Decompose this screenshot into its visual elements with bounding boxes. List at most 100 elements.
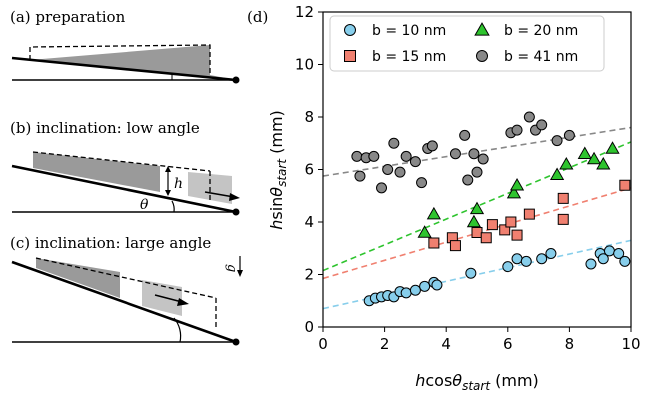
- panel-a-substrate: [11, 56, 237, 82]
- y-tick-label: 2: [304, 266, 314, 284]
- data-point: [619, 255, 631, 267]
- data-point: [605, 141, 620, 154]
- legend-marker: [344, 24, 356, 36]
- panel-c-label: (c) inclination: large angle: [10, 234, 211, 252]
- legend-label: b = 15 nm: [372, 49, 446, 65]
- panel-d-label: (d): [247, 8, 268, 26]
- data-point: [471, 227, 483, 238]
- data-point: [459, 129, 471, 141]
- legend-item: b = 15 nm: [344, 49, 446, 65]
- series-2: [428, 179, 631, 252]
- legend-item: b = 10 nm: [344, 23, 446, 39]
- data-point: [466, 214, 482, 228]
- legend-label: b = 20 nm: [504, 23, 578, 39]
- data-point: [351, 150, 363, 162]
- panel-c: (c) inclination: large angle g: [10, 234, 243, 346]
- series-3: [417, 141, 620, 238]
- data-point: [486, 219, 498, 231]
- panel-a-label: (a) preparation: [10, 8, 126, 26]
- panel-c-pivot: [232, 338, 240, 346]
- data-point: [417, 225, 432, 238]
- gravity-label: g: [224, 264, 239, 272]
- legend-label: b = 10 nm: [372, 23, 446, 39]
- data-point: [613, 248, 625, 259]
- data-point: [586, 151, 602, 165]
- panel-b-dark-film: [33, 152, 160, 192]
- y-axis-label: hsinθstart (mm): [267, 110, 289, 230]
- panel-c-substrate: [11, 260, 237, 344]
- data-points: [351, 111, 631, 307]
- data-point: [551, 135, 563, 147]
- data-point: [428, 237, 440, 249]
- x-tick-label: 10: [621, 335, 640, 353]
- legend-item: b = 20 nm: [474, 22, 578, 39]
- data-point: [409, 284, 421, 296]
- legend-label: b = 41 nm: [504, 49, 578, 65]
- panel-b: (b) inclination: low angle h θ: [10, 119, 240, 216]
- legend: b = 10 nm b = 20 nm b = 15 nm b = 41 nm: [329, 15, 605, 72]
- x-tick-label: 6: [503, 335, 513, 353]
- data-point: [585, 258, 597, 270]
- data-point: [354, 170, 366, 182]
- gravity-arrow-head: [237, 270, 243, 277]
- panel-d: (d) 0 2 4 6 8 10 0 2 4 6 8 10 12 hcosθstart (mm) hsi…: [247, 3, 641, 393]
- data-point: [426, 140, 438, 152]
- data-point: [577, 146, 592, 159]
- data-point: [511, 124, 523, 136]
- data-point: [603, 245, 615, 257]
- data-point: [511, 229, 523, 241]
- data-point: [536, 119, 548, 131]
- data-point: [499, 224, 511, 236]
- data-point: [506, 185, 522, 199]
- data-point: [536, 253, 548, 265]
- panel-b-substrate: [11, 164, 237, 214]
- data-point: [449, 148, 461, 160]
- legend-items: b = 10 nm b = 20 nm b = 15 nm b = 41 nm: [344, 22, 578, 65]
- x-tick-label: 8: [565, 335, 575, 353]
- data-point: [469, 201, 485, 215]
- data-point: [523, 208, 535, 220]
- data-point: [465, 267, 477, 279]
- panel-b-motion-arrow: [204, 191, 235, 198]
- panel-a: (a) preparation: [10, 8, 240, 84]
- legend-marker: [344, 50, 356, 62]
- data-point: [597, 253, 609, 265]
- y-tick-label: 4: [304, 213, 314, 231]
- panel-c-dark-film: [36, 258, 120, 298]
- axis-ticks: 0 2 4 6 8 10 0 2 4 6 8 10 12: [295, 3, 641, 353]
- data-point: [549, 167, 565, 180]
- data-point: [619, 179, 631, 191]
- x-tick-label: 2: [380, 335, 390, 353]
- data-point: [557, 213, 569, 225]
- plot-frame: [322, 11, 632, 328]
- data-point: [416, 177, 428, 189]
- data-point: [409, 156, 421, 168]
- x-tick-label: 0: [318, 335, 328, 353]
- panel-c-motion-arrow: [154, 294, 183, 303]
- x-tick-label: 4: [441, 335, 451, 353]
- data-point: [388, 137, 400, 149]
- data-point: [563, 129, 575, 141]
- data-point: [382, 164, 394, 175]
- data-point: [426, 206, 441, 220]
- data-point: [400, 150, 412, 162]
- data-point: [511, 253, 523, 265]
- data-point: [596, 156, 611, 170]
- data-point: [419, 280, 431, 292]
- data-point: [477, 153, 489, 165]
- data-point: [505, 216, 517, 228]
- y-tick-label: 12: [295, 3, 314, 21]
- data-point: [468, 148, 480, 160]
- panel-b-pivot: [232, 208, 240, 216]
- data-point: [502, 261, 514, 273]
- panel-b-dashed-top: [32, 151, 211, 172]
- y-tick-label: 10: [295, 56, 314, 74]
- series-4: [351, 111, 575, 194]
- panel-b-label: (b) inclination: low angle: [10, 119, 200, 137]
- y-tick-label: 8: [304, 108, 314, 126]
- panel-a-film-outline: [29, 44, 211, 75]
- legend-box: [329, 15, 605, 72]
- legend-marker: [474, 22, 490, 36]
- data-point: [520, 255, 532, 267]
